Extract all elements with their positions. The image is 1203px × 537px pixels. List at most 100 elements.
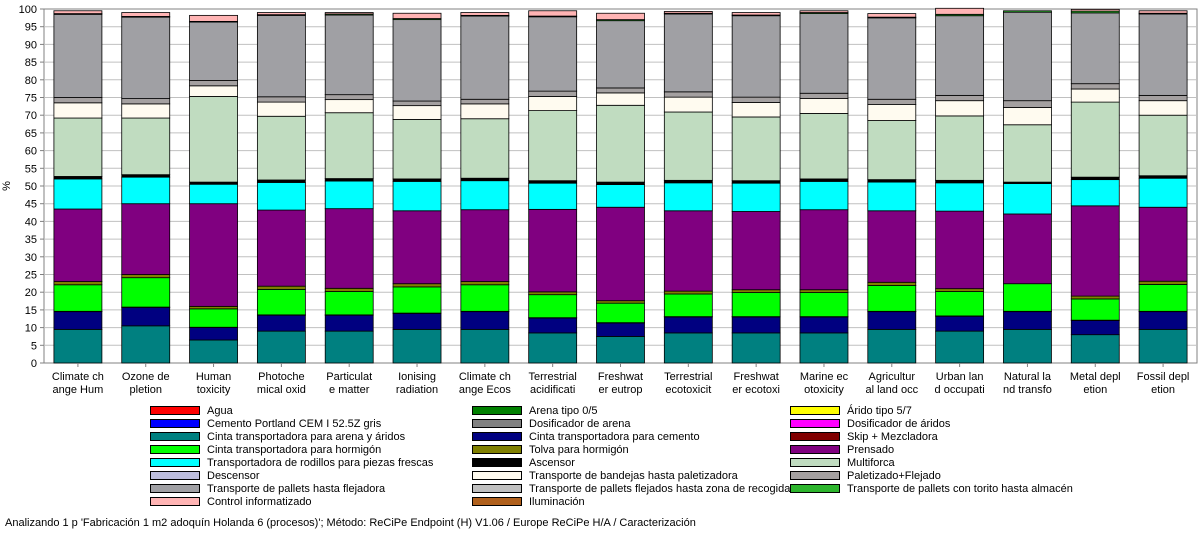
bar-segment: [1138, 280, 1188, 285]
x-tick-label: Climate ch: [52, 371, 104, 383]
y-tick-label: 25: [25, 270, 37, 282]
legend-swatch: [790, 458, 840, 467]
bar-segment: [121, 325, 171, 364]
bar-segment: [935, 115, 985, 181]
bar-segment: [731, 15, 781, 98]
bar-segment: [731, 292, 781, 318]
bar-segment: [1003, 213, 1052, 285]
bar-segment: [1138, 311, 1188, 330]
x-tick-label: Ionising: [398, 371, 436, 383]
legend-label: Multiforca: [847, 456, 895, 469]
bar-segment: [731, 12, 781, 16]
legend-label: Transporte de pallets hasta flejadora: [207, 482, 386, 495]
legend-label: Control informatizado: [207, 495, 312, 508]
bar-segment: [324, 208, 374, 289]
y-tick-label: 40: [25, 216, 37, 228]
y-tick-label: 10: [25, 323, 37, 335]
legend-item: Transportadora de rodillos para piezas f…: [150, 456, 433, 469]
bar-segment: [324, 330, 374, 364]
bar-segment: [392, 328, 442, 364]
bar-segment: [935, 291, 985, 317]
legend: Agua Arena tipo 0/5 Árido tipo 5/7 Cemento …: [150, 404, 1130, 510]
bar-segment: [935, 7, 985, 15]
bar-segment: [53, 284, 103, 312]
bar-segment: [663, 91, 713, 98]
bar-segment: [256, 96, 306, 103]
bar-segment: [935, 315, 985, 332]
bar-segment: [1138, 10, 1188, 14]
legend-label: Cemento Portland CEM I 52.5Z gris: [207, 417, 382, 430]
bar-segment: [460, 118, 510, 179]
bar-segment: [324, 314, 374, 332]
bar-segment: [324, 112, 374, 179]
bar-segment: [1138, 114, 1188, 177]
legend-label: Ascensor: [529, 456, 575, 469]
y-tick-label: 0: [31, 358, 37, 370]
legend-item: Cemento Portland CEM I 52.5Z gris: [150, 417, 381, 430]
y-tick-label: 50: [25, 181, 37, 193]
bar-segment: [663, 13, 713, 93]
bar-segment: [53, 10, 103, 15]
bar-segment: [867, 120, 917, 181]
y-tick-label: 100: [19, 4, 37, 16]
bar-segment: [935, 94, 985, 102]
legend-label: Descensor: [207, 469, 260, 482]
y-axis-label: %: [1, 181, 13, 191]
bar-segment: [121, 277, 171, 308]
bar-segment: [460, 281, 510, 286]
bar-segment: [189, 203, 238, 307]
legend-label: Transporte de pallets flejados hasta zon…: [529, 482, 791, 495]
bar-segment: [867, 281, 917, 286]
legend-swatch: [472, 432, 522, 441]
legend-item: Transporte de pallets con torito hasta a…: [790, 482, 1073, 495]
x-tick-label: etion: [1151, 384, 1175, 396]
bar-segment: [867, 98, 917, 105]
bar-segment: [324, 94, 374, 101]
bar-segment: [460, 328, 510, 364]
x-tick-label: Natural la: [1004, 371, 1052, 383]
bar-segment: [1138, 328, 1188, 364]
bar-segment: [189, 80, 238, 87]
legend-label: Tolva para hormigón: [529, 443, 629, 456]
bar-segment: [53, 117, 103, 177]
legend-label: Transporte de bandejas hasta paletizador…: [529, 469, 738, 482]
bar-segment: [256, 314, 306, 332]
bar-segment: [663, 210, 713, 292]
bar-segment: [256, 14, 306, 98]
bar-segment: [256, 101, 306, 117]
bar-segment: [799, 92, 849, 99]
x-tick-label: Terrestrial: [664, 371, 712, 383]
legend-swatch: [472, 419, 522, 428]
x-tick-label: Metal depl: [1070, 371, 1121, 383]
bar-segment: [935, 100, 985, 117]
legend-label: Árido tipo 5/7: [847, 404, 912, 417]
bar-segment: [324, 99, 374, 114]
legend-swatch: [790, 471, 840, 480]
x-tick-label: Fossil depl: [1137, 371, 1190, 383]
bar-segment: [663, 332, 713, 364]
legend-label: Cinta transportadora para cemento: [529, 430, 700, 443]
y-tick-label: 60: [25, 146, 37, 158]
x-tick-label: Climate ch: [459, 371, 511, 383]
bar-segment: [1003, 10, 1052, 13]
bar-segment: [935, 210, 985, 290]
bar-segment: [935, 330, 985, 364]
bar-segment: [256, 285, 306, 290]
bar-segment: [799, 289, 849, 293]
legend-swatch: [790, 419, 840, 428]
x-tick-label: Photoche: [258, 371, 304, 383]
bar-segment: [392, 313, 442, 330]
legend-label: Transporte de pallets con torito hasta a…: [847, 482, 1073, 495]
bar-segment: [731, 332, 781, 364]
legend-swatch: [472, 445, 522, 454]
legend-item: Multiforca: [790, 456, 895, 469]
bar-segment: [867, 328, 917, 364]
bar-segment: [663, 316, 713, 334]
bar-segment: [256, 288, 306, 316]
bar-segment: [189, 327, 238, 341]
bar-segment: [663, 182, 713, 212]
bar-segment: [799, 209, 849, 291]
legend-item: Transporte de pallets flejados hasta zon…: [472, 482, 790, 495]
bar-segment: [53, 13, 103, 98]
bar-segment: [1070, 295, 1120, 300]
